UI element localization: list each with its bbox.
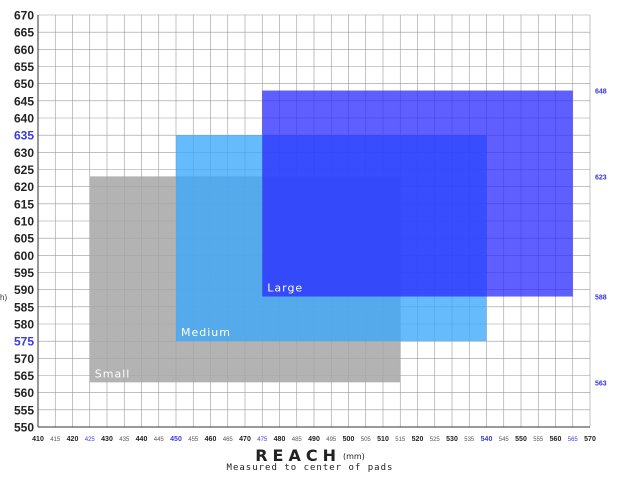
size-label-medium: Medium <box>181 326 231 339</box>
y-tick-label: 630 <box>14 146 34 160</box>
y-tick-label: 565 <box>14 369 34 383</box>
x-tick-label: 525 <box>430 437 441 443</box>
x-tick-label: 510 <box>377 436 389 443</box>
y-tick-label: 645 <box>14 94 34 108</box>
x-tick-label: 435 <box>119 437 130 443</box>
x-tick-label: 515 <box>395 437 406 443</box>
x-tick-label: 550 <box>515 436 527 443</box>
y-tick-label: 555 <box>14 403 34 417</box>
y-tick-label: 575 <box>14 335 34 349</box>
right-label: 588 <box>595 295 607 302</box>
x-tick-label: 530 <box>446 436 458 443</box>
y-tick-label: 615 <box>14 197 34 211</box>
x-tick-label: 410 <box>32 436 44 443</box>
y-tick-label: 600 <box>14 249 34 263</box>
x-tick-label: 495 <box>326 437 337 443</box>
x-tick-label: 480 <box>274 436 286 443</box>
y-tick-label: 640 <box>14 112 34 126</box>
right-label: 623 <box>595 174 607 181</box>
x-axis-label: REACH (mm) <box>0 446 620 465</box>
y-tick-label: 580 <box>14 318 34 332</box>
y-tick-label: 635 <box>14 129 34 143</box>
x-tick-labels: 410 415 420 425 430 435 440 445 450 455 460 465 470 4… <box>32 436 596 443</box>
x-tick-label: 465 <box>223 437 234 443</box>
x-tick-label: 520 <box>412 436 424 443</box>
y-tick-label: 590 <box>14 283 34 297</box>
axes <box>37 15 590 428</box>
y-tick-label: 595 <box>14 266 34 280</box>
y-tick-label: 670 <box>14 9 34 23</box>
y-tick-label: 605 <box>14 232 34 246</box>
x-tick-label: 430 <box>101 436 113 443</box>
x-axis-subtitle: Measured to center of pads <box>226 463 394 473</box>
x-axis-unit: (mm) <box>342 452 365 461</box>
x-tick-label: 545 <box>499 437 510 443</box>
x-tick-label: 490 <box>308 436 320 443</box>
y-tick-label: 560 <box>14 386 34 400</box>
size-label-small: Small <box>95 367 131 380</box>
y-tick-label: 610 <box>14 215 34 229</box>
y-tick-label: 625 <box>14 163 34 177</box>
size-rectangles: Small Medium Large <box>89 90 573 383</box>
x-tick-label: 505 <box>361 437 372 443</box>
y-tick-label: 585 <box>14 300 34 314</box>
x-tick-label: 475 <box>257 437 268 443</box>
x-tick-label: 500 <box>343 436 355 443</box>
y-tick-label: 655 <box>14 60 34 74</box>
right-value-labels: 648 623 588 563 <box>595 89 607 388</box>
right-label: 563 <box>595 380 607 387</box>
size-rect-large <box>262 90 573 297</box>
x-tick-label: 560 <box>550 436 562 443</box>
y-tick-labels: 550 555 560 565 570 575 580 585 590 595 600 605 610 6… <box>14 9 34 435</box>
x-tick-label: 485 <box>292 437 303 443</box>
x-tick-label: 440 <box>136 436 148 443</box>
x-tick-label: 455 <box>188 437 199 443</box>
y-tick-label: 620 <box>14 180 34 194</box>
x-tick-label: 540 <box>481 436 493 443</box>
y-tick-label: 650 <box>14 77 34 91</box>
size-label-large: Large <box>267 282 303 295</box>
x-tick-label: 460 <box>205 436 217 443</box>
x-tick-label: 425 <box>85 437 96 443</box>
x-tick-label: 470 <box>239 436 251 443</box>
y-tick-label: 665 <box>14 26 34 40</box>
x-tick-label: 555 <box>533 437 544 443</box>
x-tick-label: 565 <box>568 437 579 443</box>
x-tick-label: 450 <box>170 436 182 443</box>
x-tick-label: 420 <box>67 436 79 443</box>
y-tick-label: 660 <box>14 43 34 57</box>
x-tick-label: 570 <box>584 436 596 443</box>
right-label: 648 <box>595 89 607 96</box>
x-tick-label: 415 <box>50 437 61 443</box>
y-axis-label-fragment: h) <box>0 293 8 302</box>
y-tick-label: 550 <box>14 421 34 435</box>
x-tick-label: 535 <box>464 437 475 443</box>
x-axis-title: REACH <box>255 446 341 465</box>
y-tick-label: 570 <box>14 352 34 366</box>
x-tick-label: 445 <box>154 437 165 443</box>
